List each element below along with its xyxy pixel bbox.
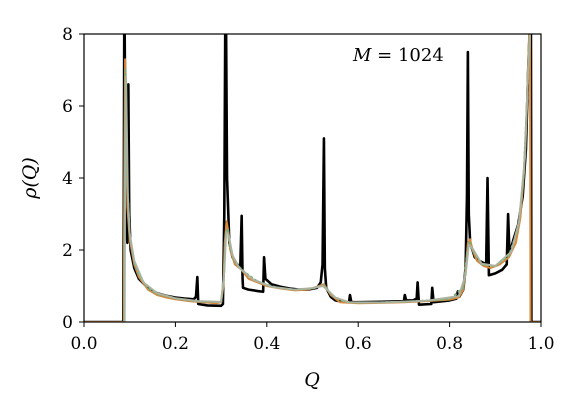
x-tick-label: 0.2 [162,334,189,354]
y-tick-label: 0 [62,313,73,333]
y-tick-label: 8 [62,25,73,45]
y-tick-label: 2 [62,241,73,261]
series-layer [84,34,541,322]
x-axis-ticks: 0.0 0.2 0.4 0.6 0.8 1.0 [70,322,555,354]
x-axis-label: Q [304,369,320,391]
series-line-2 [84,34,541,322]
x-tick-label: 0.6 [345,334,372,354]
series-line-4 [123,34,532,322]
annotation-variable: M [352,45,372,66]
y-tick-label: 4 [62,169,73,189]
x-tick-label: 0.0 [70,334,97,354]
annotation-value: = 1024 [371,45,443,66]
y-axis-ticks: 0 2 4 6 8 [62,25,84,333]
annotation-text: M = 1024 [352,45,444,66]
plot-frame [83,33,542,323]
y-axis-label: ρ(Q) [19,157,41,200]
x-tick-label: 0.4 [253,334,280,354]
x-tick-label: 1.0 [527,334,554,354]
x-tick-label: 0.8 [436,334,463,354]
series-line-1 [84,34,541,322]
y-tick-label: 6 [62,97,73,117]
